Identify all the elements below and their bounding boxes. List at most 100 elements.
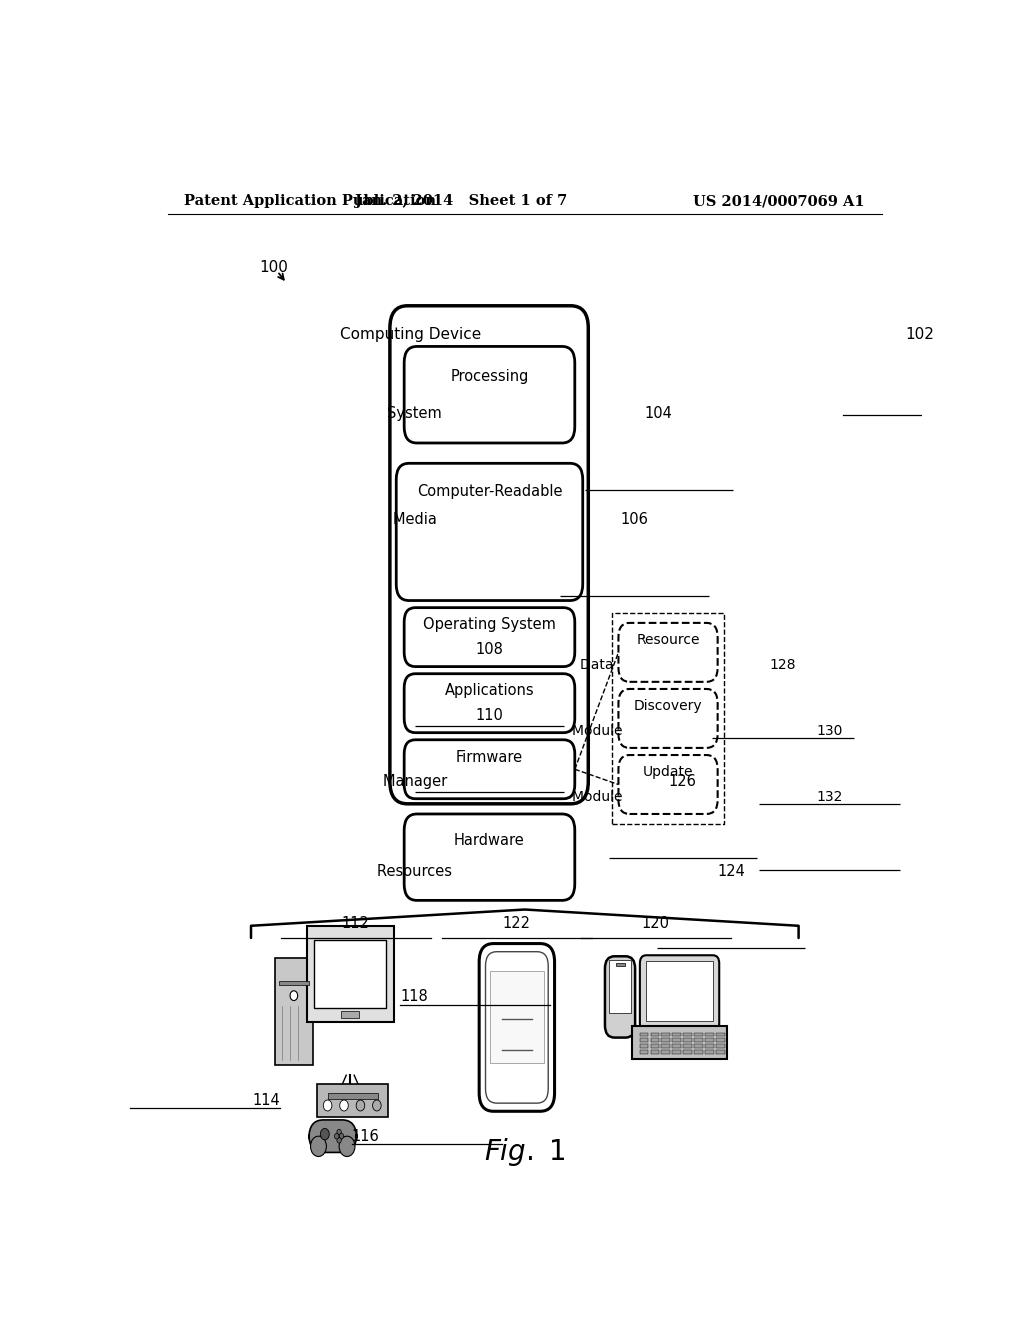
Circle shape [335, 1134, 339, 1139]
Bar [662, 1032, 670, 1036]
Text: 110: 110 [475, 708, 504, 723]
Bar [706, 1044, 714, 1048]
Bar [694, 1039, 702, 1043]
Bar [683, 1032, 692, 1036]
Text: 102: 102 [905, 327, 934, 342]
Bar [662, 1039, 670, 1043]
Circle shape [310, 1137, 327, 1156]
Text: 100: 100 [259, 260, 288, 275]
Circle shape [339, 1137, 355, 1156]
Text: 114: 114 [253, 1093, 281, 1107]
Text: Applications: Applications [444, 684, 535, 698]
Bar [706, 1039, 714, 1043]
Text: Hardware: Hardware [454, 833, 525, 849]
Text: Jan. 2, 2014   Sheet 1 of 7: Jan. 2, 2014 Sheet 1 of 7 [355, 194, 567, 209]
Text: 128: 128 [770, 657, 797, 672]
Text: 130: 130 [816, 723, 843, 738]
Bar [683, 1039, 692, 1043]
Bar [650, 1044, 659, 1048]
Text: System: System [387, 405, 446, 421]
Bar [662, 1051, 670, 1055]
Circle shape [324, 1100, 332, 1111]
Text: Resources: Resources [377, 863, 457, 879]
FancyBboxPatch shape [404, 346, 574, 444]
Bar [314, 940, 386, 1008]
Bar [716, 1051, 725, 1055]
Bar [279, 981, 309, 985]
Circle shape [339, 1134, 344, 1139]
Text: 108: 108 [475, 642, 504, 657]
Bar [632, 1027, 727, 1059]
Text: Computing Device: Computing Device [340, 327, 486, 342]
FancyBboxPatch shape [404, 814, 574, 900]
Bar [683, 1044, 692, 1048]
Bar [316, 1084, 388, 1117]
Text: 132: 132 [816, 789, 843, 804]
Bar [673, 1051, 681, 1055]
Text: 118: 118 [400, 990, 428, 1005]
Bar [683, 1051, 692, 1055]
Text: 106: 106 [621, 512, 648, 527]
Text: Module: Module [571, 723, 627, 738]
Bar [694, 1051, 702, 1055]
Circle shape [337, 1130, 341, 1135]
FancyBboxPatch shape [404, 607, 574, 667]
Bar [615, 962, 625, 966]
FancyBboxPatch shape [390, 306, 588, 804]
FancyBboxPatch shape [640, 956, 719, 1031]
Bar [673, 1039, 681, 1043]
Bar [646, 961, 713, 1022]
Text: 126: 126 [669, 774, 696, 789]
Bar [716, 1032, 725, 1036]
FancyBboxPatch shape [618, 689, 718, 748]
Circle shape [290, 991, 298, 1001]
Bar [274, 958, 313, 1065]
Text: Update: Update [643, 766, 693, 779]
FancyBboxPatch shape [618, 755, 718, 814]
Text: Operating System: Operating System [423, 618, 556, 632]
Bar [341, 1011, 359, 1019]
Text: Data: Data [580, 657, 617, 672]
Circle shape [373, 1100, 381, 1111]
Bar [650, 1051, 659, 1055]
Text: 124: 124 [717, 863, 745, 879]
Text: Processing: Processing [451, 368, 528, 384]
Circle shape [321, 1129, 330, 1140]
Bar [640, 1039, 648, 1043]
Text: 120: 120 [642, 916, 670, 931]
FancyBboxPatch shape [396, 463, 583, 601]
Bar [716, 1044, 725, 1048]
Bar [650, 1032, 659, 1036]
Text: Module: Module [571, 789, 627, 804]
Bar [694, 1032, 702, 1036]
Circle shape [337, 1138, 341, 1143]
Text: Patent Application Publication: Patent Application Publication [183, 194, 435, 209]
Text: 122: 122 [503, 916, 530, 931]
Text: US 2014/0007069 A1: US 2014/0007069 A1 [693, 194, 864, 209]
Text: 112: 112 [342, 916, 370, 931]
Text: $\mathit{Fig.}$ $\mathit{1}$: $\mathit{Fig.}$ $\mathit{1}$ [484, 1137, 565, 1168]
Text: Resource: Resource [636, 634, 699, 647]
Text: 104: 104 [645, 405, 673, 421]
Bar [306, 925, 394, 1022]
Bar [640, 1044, 648, 1048]
Bar [716, 1039, 725, 1043]
Bar [706, 1032, 714, 1036]
Text: Computer-Readable: Computer-Readable [417, 484, 562, 499]
Circle shape [356, 1100, 365, 1111]
Bar [640, 1051, 648, 1055]
Bar [489, 972, 544, 1064]
Bar [673, 1032, 681, 1036]
Text: Firmware: Firmware [456, 750, 523, 764]
Bar [662, 1044, 670, 1048]
Bar [694, 1044, 702, 1048]
Text: Media: Media [393, 512, 441, 527]
FancyBboxPatch shape [605, 956, 635, 1038]
FancyBboxPatch shape [404, 739, 574, 799]
Bar [673, 1044, 681, 1048]
Circle shape [340, 1100, 348, 1111]
Bar [706, 1051, 714, 1055]
FancyBboxPatch shape [485, 952, 548, 1104]
Text: Discovery: Discovery [634, 700, 702, 713]
FancyBboxPatch shape [479, 944, 555, 1111]
